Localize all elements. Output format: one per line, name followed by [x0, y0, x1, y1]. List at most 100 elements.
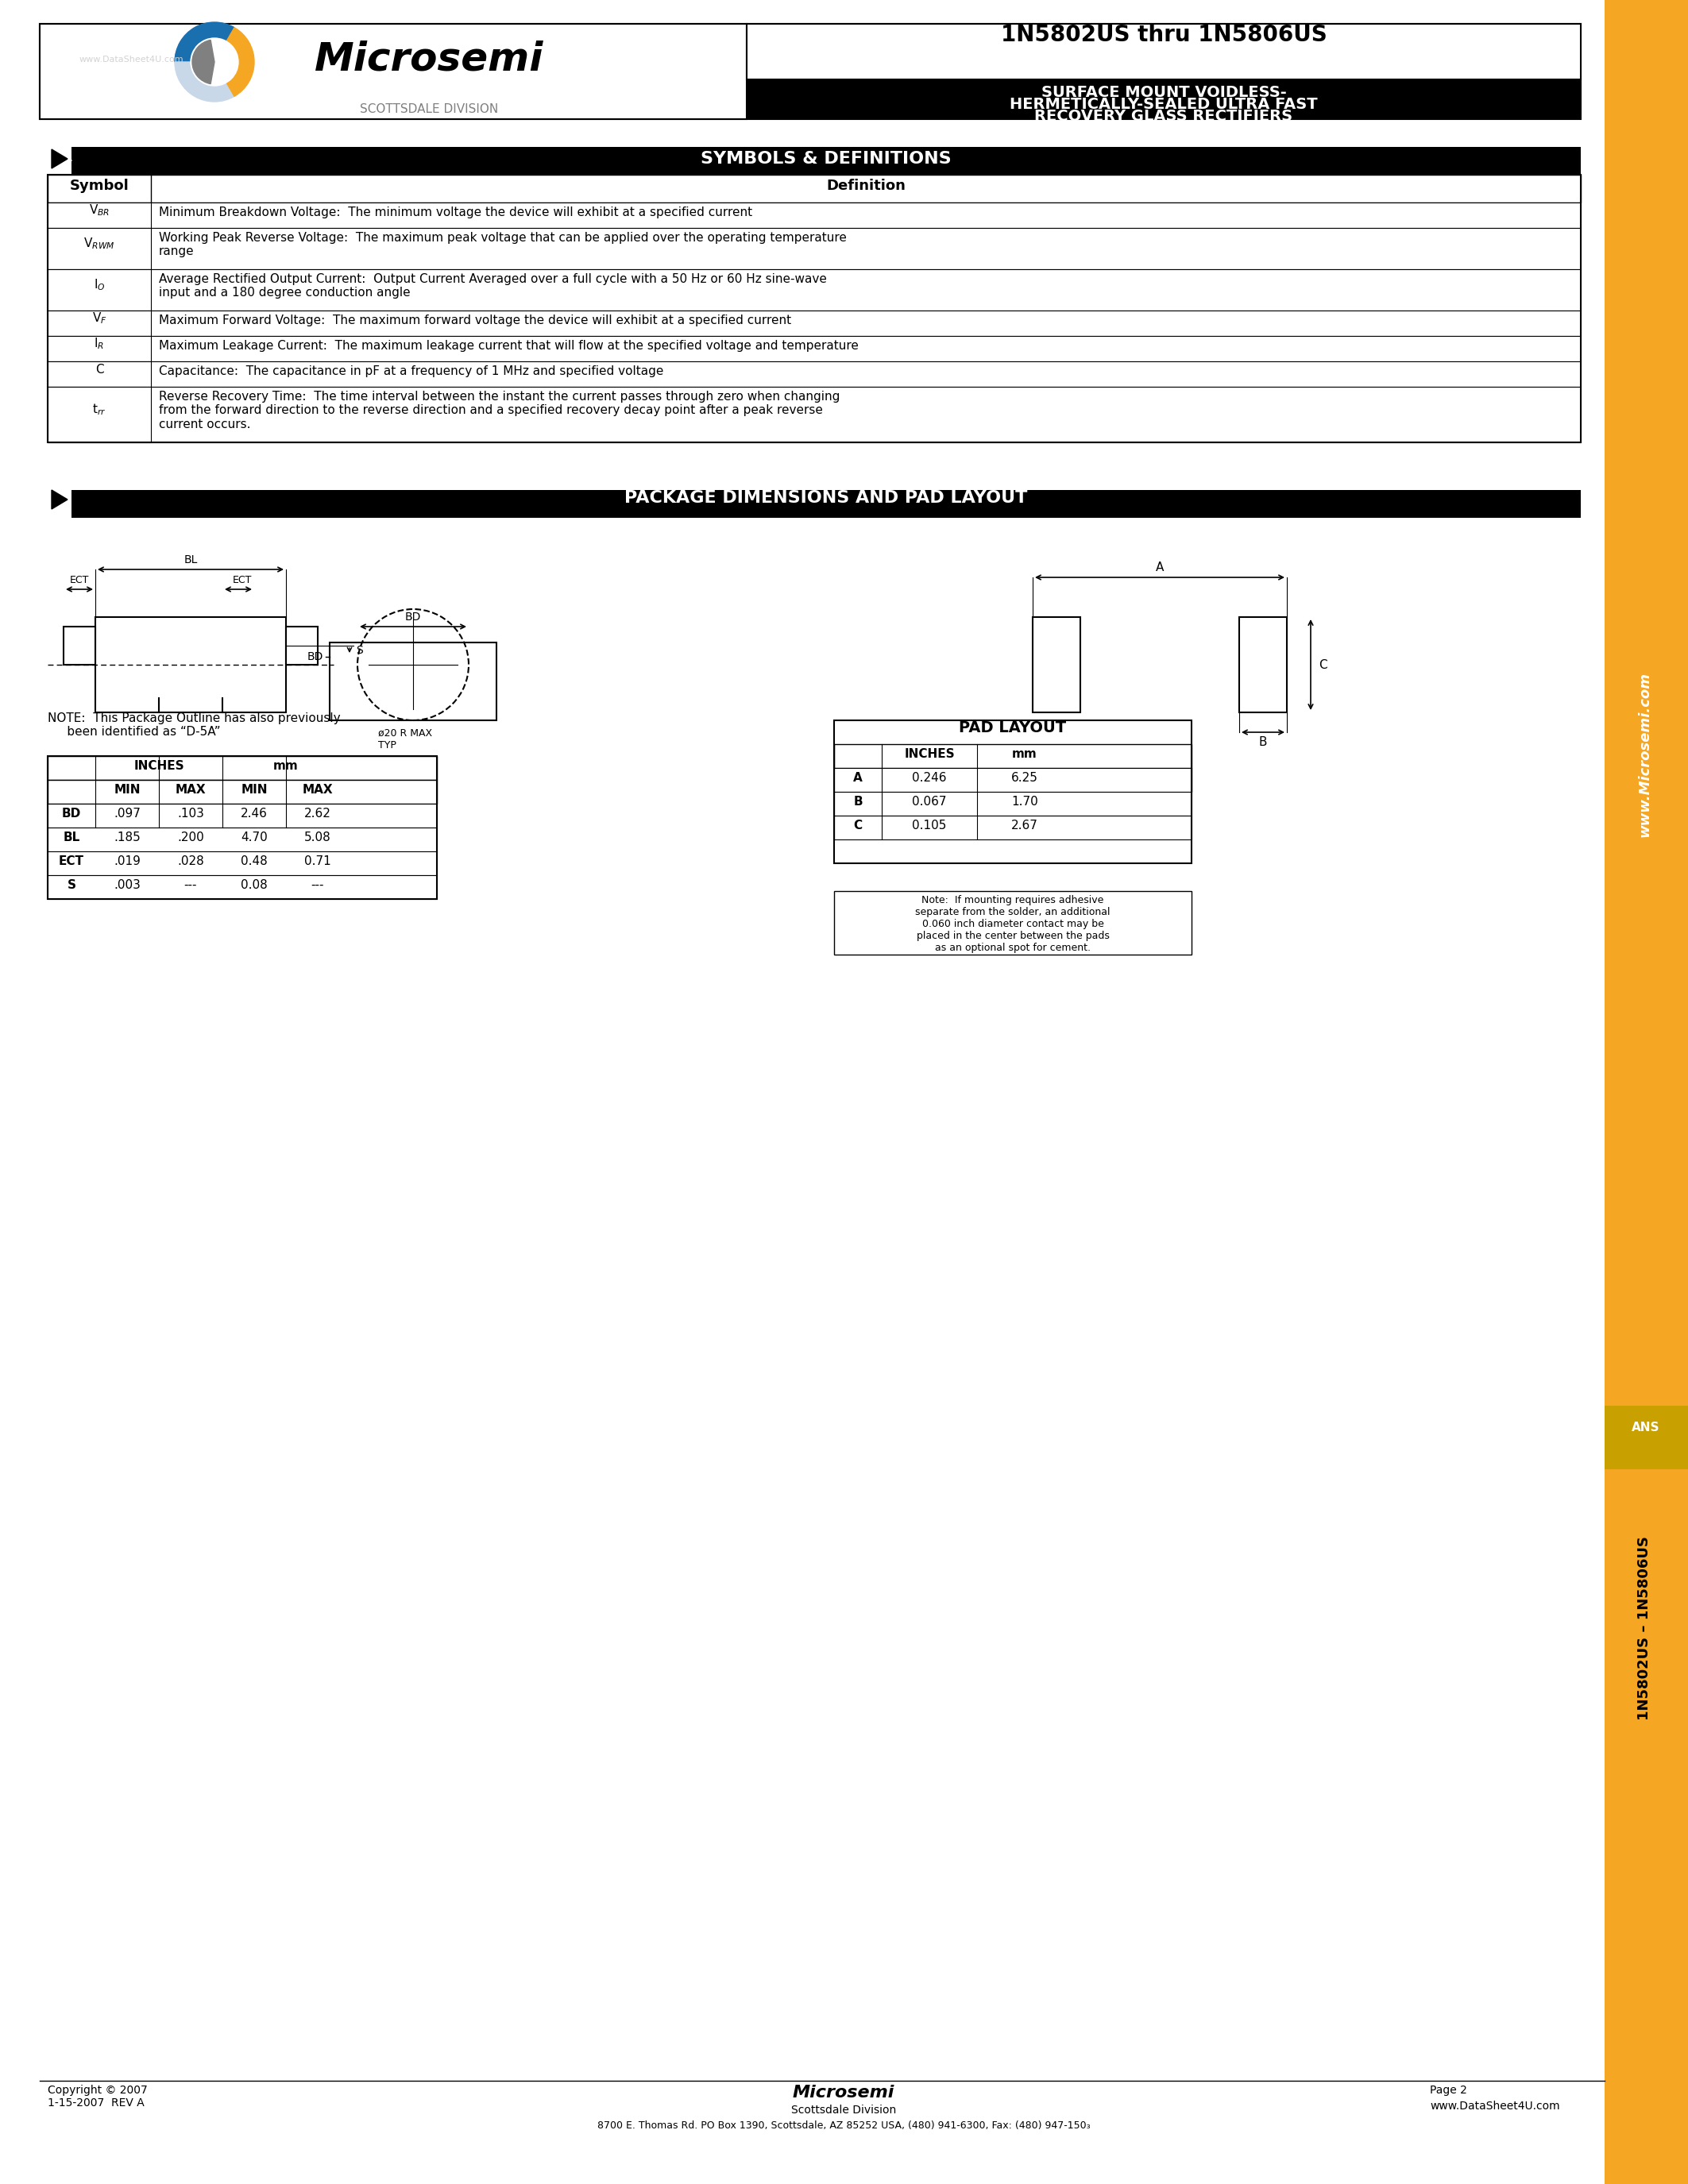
Bar	[47, 203, 150, 227]
Bar	[47, 852, 437, 876]
Polygon shape	[52, 149, 68, 168]
Text: ANS: ANS	[1632, 1422, 1659, 1433]
Text: 5.08: 5.08	[304, 832, 331, 843]
Text: SYMBOLS & DEFINITIONS: SYMBOLS & DEFINITIONS	[701, 151, 952, 166]
Bar	[329, 642, 496, 721]
Text: mm: mm	[273, 760, 299, 771]
Text: A: A	[1156, 561, 1165, 574]
Text: 1.70: 1.70	[1011, 795, 1038, 808]
Bar	[47, 227, 150, 269]
Text: Scottsdale Division: Scottsdale Division	[792, 2105, 896, 2116]
Polygon shape	[52, 489, 68, 509]
Bar	[41, 24, 1580, 120]
Text: .185: .185	[113, 832, 140, 843]
Bar	[285, 627, 317, 664]
Text: SCOTTSDALE DIVISION: SCOTTSDALE DIVISION	[360, 103, 498, 116]
Text: PACKAGE DIMENSIONS AND PAD LAYOUT: PACKAGE DIMENSIONS AND PAD LAYOUT	[625, 489, 1028, 507]
Text: INCHES: INCHES	[905, 749, 955, 760]
Text: B: B	[854, 795, 863, 808]
Bar	[47, 336, 150, 360]
Text: Copyright © 2007
1-15-2007  REV A: Copyright © 2007 1-15-2007 REV A	[47, 2086, 147, 2110]
Text: BD: BD	[62, 808, 81, 819]
Bar	[834, 745, 1192, 769]
Bar	[1605, 1406, 1688, 1470]
Text: Capacitance:  The capacitance in pF at a frequency of 1 MHz and specified voltag: Capacitance: The capacitance in pF at a …	[159, 365, 663, 378]
Text: Page 2: Page 2	[1430, 2086, 1467, 2097]
Text: 8700 E. Thomas Rd. PO Box 1390, Scottsdale, AZ 85252 USA, (480) 941-6300, Fax: (: 8700 E. Thomas Rd. PO Box 1390, Scottsda…	[598, 2121, 1090, 2132]
Text: Minimum Breakdown Voltage:  The minimum voltage the device will exhibit at a spe: Minimum Breakdown Voltage: The minimum v…	[159, 207, 753, 218]
Text: 1N5802US thru 1N5806US: 1N5802US thru 1N5806US	[1001, 24, 1327, 46]
Bar	[746, 24, 1580, 79]
Bar	[47, 804, 437, 828]
Text: BD: BD	[307, 651, 324, 662]
Text: www.DataSheet4U.com: www.DataSheet4U.com	[79, 55, 184, 63]
Text: .028: .028	[177, 856, 204, 867]
Text: 2.67: 2.67	[1011, 819, 1038, 832]
Text: MIN: MIN	[113, 784, 140, 795]
Text: .097: .097	[113, 808, 140, 819]
Text: ---: ---	[311, 880, 324, 891]
Bar	[1033, 618, 1080, 712]
Bar	[47, 269, 1580, 310]
Bar	[47, 828, 437, 852]
Wedge shape	[191, 37, 238, 85]
Bar	[64, 627, 95, 664]
Text: C: C	[95, 363, 103, 376]
Bar	[47, 756, 437, 900]
Bar	[47, 876, 437, 900]
Text: 0.246: 0.246	[912, 771, 947, 784]
Text: B: B	[1259, 736, 1268, 749]
Text: HERMETICALLY-SEALED ULTRA FAST: HERMETICALLY-SEALED ULTRA FAST	[1009, 96, 1318, 111]
Text: ECT: ECT	[59, 856, 84, 867]
Bar	[71, 489, 1580, 518]
Wedge shape	[176, 61, 235, 103]
Bar	[47, 360, 1580, 387]
Text: MAX: MAX	[302, 784, 333, 795]
Text: BD: BD	[405, 612, 422, 622]
Bar	[47, 310, 150, 336]
Wedge shape	[192, 39, 214, 83]
Text: SURFACE MOUNT VOIDLESS-: SURFACE MOUNT VOIDLESS-	[1041, 85, 1286, 100]
Text: S: S	[356, 644, 363, 655]
Text: mm: mm	[1013, 749, 1038, 760]
Text: C: C	[854, 819, 863, 832]
Bar	[95, 618, 285, 712]
Bar	[47, 336, 1580, 360]
Bar	[47, 175, 1580, 203]
Text: BL: BL	[184, 555, 197, 566]
Bar	[47, 175, 1580, 443]
Text: .019: .019	[113, 856, 140, 867]
Text: Reverse Recovery Time:  The time interval between the instant the current passes: Reverse Recovery Time: The time interval…	[159, 391, 841, 430]
Text: V$_{F}$: V$_{F}$	[91, 310, 106, 325]
Text: NOTE:  This Package Outline has also previously
     been identified as “D-5A”: NOTE: This Package Outline has also prev…	[47, 712, 341, 738]
Wedge shape	[176, 22, 235, 61]
Bar	[47, 780, 437, 804]
Text: ---: ---	[184, 880, 197, 891]
Text: t$_{rr}$: t$_{rr}$	[93, 402, 106, 417]
Bar	[47, 269, 150, 310]
Bar	[834, 769, 1192, 793]
Text: Definition: Definition	[825, 179, 905, 192]
Bar	[1605, 0, 1688, 2184]
Bar	[834, 793, 1192, 815]
Bar	[47, 175, 150, 203]
Text: .200: .200	[177, 832, 204, 843]
Text: I$_{O}$: I$_{O}$	[93, 277, 105, 293]
Text: MIN: MIN	[241, 784, 267, 795]
Text: S: S	[68, 880, 76, 891]
Text: .003: .003	[113, 880, 140, 891]
Bar	[746, 79, 1580, 120]
Text: RECOVERY GLASS RECTIFIERS: RECOVERY GLASS RECTIFIERS	[1035, 109, 1293, 124]
Bar	[1239, 618, 1286, 712]
Text: 0.48: 0.48	[241, 856, 268, 867]
Text: A: A	[852, 771, 863, 784]
Text: 2.62: 2.62	[304, 808, 331, 819]
Bar	[834, 769, 1192, 793]
Text: 0.105: 0.105	[912, 819, 947, 832]
Bar	[47, 310, 1580, 336]
Text: Microsemi: Microsemi	[314, 39, 544, 79]
Bar	[41, 24, 746, 120]
Text: Note:  If mounting requires adhesive
separate from the solder, an additional
0.0: Note: If mounting requires adhesive sepa…	[915, 895, 1111, 952]
Bar	[71, 146, 1580, 175]
Text: Average Rectified Output Current:  Output Current Averaged over a full cycle wit: Average Rectified Output Current: Output…	[159, 273, 827, 299]
